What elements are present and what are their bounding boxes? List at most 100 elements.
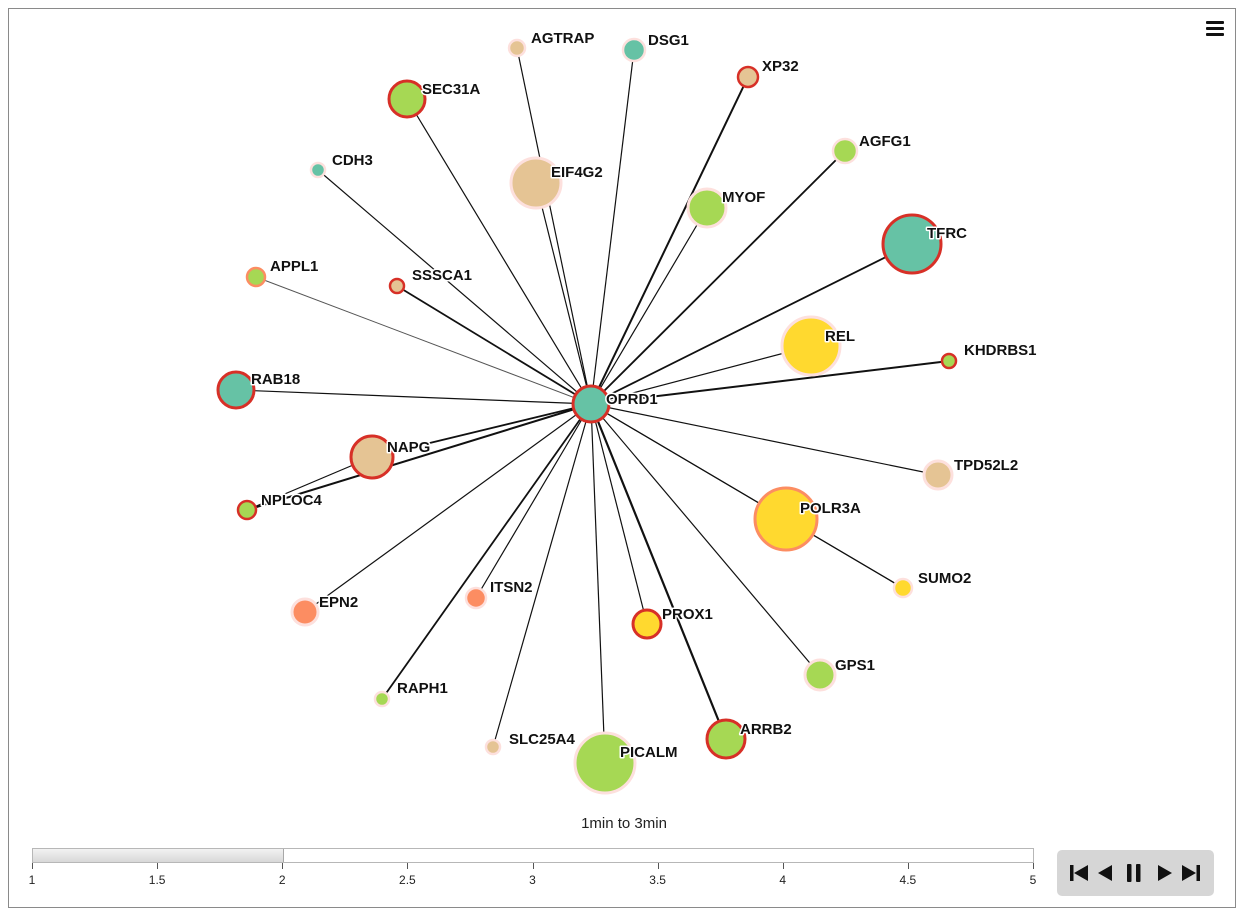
- node-itsn2[interactable]: [464, 586, 488, 610]
- node-sumo2[interactable]: [892, 577, 914, 599]
- node-polr3a[interactable]: [753, 486, 819, 552]
- node-label-tpd52l2: TPD52L2: [954, 457, 1018, 474]
- node-raph1[interactable]: [373, 690, 391, 708]
- edge-oprd1-napg: [371, 403, 592, 458]
- tick-label: 3.5: [649, 873, 666, 887]
- node-sssca1[interactable]: [388, 277, 406, 295]
- node-tfrc[interactable]: [881, 213, 943, 275]
- node-epn2[interactable]: [290, 597, 320, 627]
- node-khdrbs1[interactable]: [940, 352, 958, 370]
- node-label-raph1: RAPH1: [397, 680, 448, 697]
- edge-oprd1-arrb2: [589, 403, 728, 740]
- node-rab18[interactable]: [216, 370, 256, 410]
- tick-mark: [907, 863, 909, 869]
- node-label-sec31a: SEC31A: [422, 81, 481, 98]
- tick-label: 1: [28, 873, 36, 887]
- node-appl1[interactable]: [245, 266, 267, 288]
- previous-icon[interactable]: [1095, 861, 1115, 885]
- last-icon[interactable]: [1180, 861, 1202, 885]
- edge-oprd1-epn2: [304, 403, 592, 613]
- edge-oprd1-picalm: [590, 403, 606, 764]
- edge-oprd1-eif4g2: [535, 182, 592, 405]
- playback-controls: [1057, 850, 1214, 896]
- edge-oprd1-nploc4: [246, 403, 592, 511]
- node-arrb2[interactable]: [705, 718, 747, 760]
- edge-oprd1-tfrc: [590, 243, 913, 405]
- tick-mark: [782, 863, 784, 869]
- node-gps1[interactable]: [803, 658, 837, 692]
- node-prox1[interactable]: [631, 608, 663, 640]
- timeline-slider-range[interactable]: [33, 849, 284, 862]
- edge-oprd1-khdrbs1: [590, 360, 950, 405]
- node-agtrap[interactable]: [507, 38, 527, 58]
- tick-mark: [32, 863, 33, 869]
- edge-oprd1-cdh3: [317, 169, 592, 405]
- node-oprd1[interactable]: [571, 384, 611, 424]
- timeline-ticks: 1 1.5 2 2.5 3 3.5 4 4.5 5: [28, 863, 1037, 893]
- node-label-sssca1: SSSCA1: [412, 267, 472, 284]
- node-dsg1[interactable]: [621, 37, 647, 63]
- tick-mark: [282, 863, 284, 869]
- tick-label: 2.5: [399, 873, 416, 887]
- node-label-appl1: APPL1: [270, 258, 318, 275]
- node-sec31a[interactable]: [387, 79, 427, 119]
- edge-oprd1-rel: [590, 345, 812, 405]
- node-myof[interactable]: [686, 187, 728, 229]
- node-label-slc25a4: SLC25A4: [509, 731, 576, 748]
- node-label-dsg1: DSG1: [648, 32, 689, 49]
- node-label-agtrap: AGTRAP: [531, 30, 594, 47]
- node-label-rab18: RAB18: [251, 371, 300, 388]
- edge-oprd1-appl1: [255, 276, 592, 405]
- tick-label: 5: [1029, 873, 1037, 887]
- edge-oprd1-tpd52l2: [590, 403, 939, 476]
- node-cdh3[interactable]: [309, 161, 327, 179]
- tick-mark: [157, 863, 159, 869]
- node-label-khdrbs1: KHDRBS1: [964, 342, 1037, 359]
- first-icon[interactable]: [1068, 861, 1090, 885]
- timeline-slider[interactable]: [32, 848, 1034, 863]
- node-tpd52l2[interactable]: [922, 459, 954, 491]
- tick-mark: [407, 863, 409, 869]
- edge-oprd1-sec31a: [406, 98, 592, 405]
- tick-label: 4: [779, 873, 787, 887]
- next-icon[interactable]: [1155, 861, 1175, 885]
- edge-oprd1-myof: [590, 207, 708, 405]
- edge-oprd1-prox1: [590, 403, 648, 625]
- labels-layer: AGTRAP DSG1 XP32 SEC31A CDH3 EIF4G2 MYOF AGFG1 T…: [250, 29, 1039, 763]
- edge-oprd1-sssca1: [396, 285, 592, 405]
- tick-mark: [657, 863, 659, 869]
- node-picalm[interactable]: [573, 731, 637, 795]
- edge-oprd1-xp32: [590, 76, 749, 405]
- node-napg[interactable]: [349, 434, 395, 480]
- edge-oprd1-rab18: [235, 389, 592, 405]
- tick-label: 2: [278, 873, 286, 887]
- node-nploc4[interactable]: [236, 499, 258, 521]
- edge-oprd1-agtrap: [516, 47, 592, 405]
- edge-napg-nploc4: [246, 456, 373, 511]
- node-label-gps1: GPS1: [835, 657, 875, 674]
- node-xp32[interactable]: [736, 65, 760, 89]
- node-label-itsn2: ITSN2: [490, 579, 533, 596]
- edges-layer: [235, 47, 950, 764]
- tick-mark: [532, 863, 534, 869]
- node-label-rel: REL: [825, 328, 855, 345]
- node-label-eif4g2: EIF4G2: [551, 164, 603, 181]
- edge-oprd1-raph1: [381, 403, 592, 700]
- nodes-layer: [216, 37, 958, 795]
- node-label-picalm: PICALM: [620, 744, 678, 761]
- node-label-agfg1: AGFG1: [859, 133, 911, 150]
- node-slc25a4[interactable]: [484, 738, 502, 756]
- node-label-polr3a: POLR3A: [800, 500, 861, 517]
- node-label-xp32: XP32: [762, 58, 799, 75]
- node-agfg1[interactable]: [831, 137, 859, 165]
- tick-label: 3: [529, 873, 536, 887]
- node-label-arrb2: ARRB2: [740, 721, 792, 738]
- node-label-myof: MYOF: [722, 189, 765, 206]
- pause-icon[interactable]: [1124, 861, 1144, 885]
- node-eif4g2[interactable]: [509, 156, 563, 210]
- node-rel[interactable]: [780, 315, 842, 377]
- hamburger-menu-icon[interactable]: [1203, 18, 1229, 40]
- tick-label: 1.5: [148, 873, 166, 887]
- edge-oprd1-agfg1: [590, 150, 846, 405]
